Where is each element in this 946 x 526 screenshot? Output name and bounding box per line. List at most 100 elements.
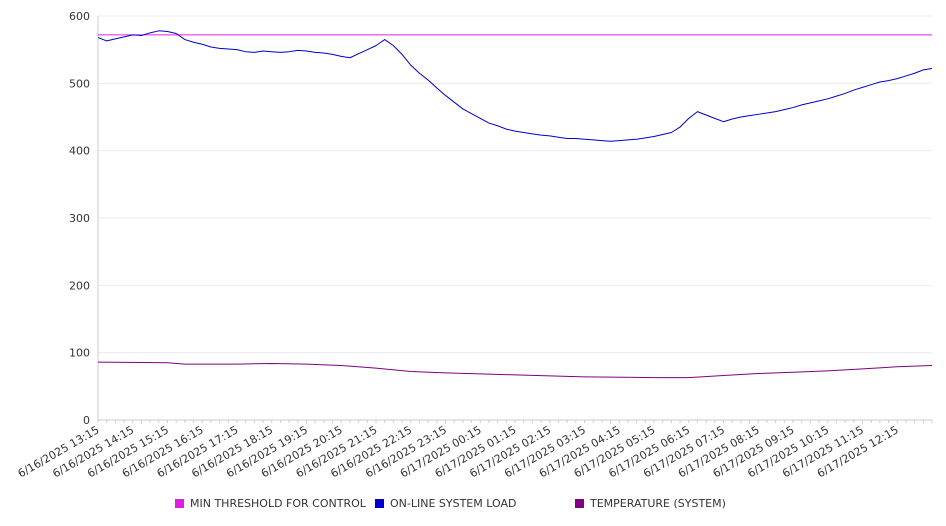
data-point [115,38,116,39]
legend-label-min-threshold: MIN THRESHOLD FOR CONTROL [190,497,366,510]
data-point [654,377,655,378]
data-point [367,49,368,50]
data-point [567,138,568,139]
data-point [871,84,872,85]
data-point [106,40,107,41]
data-point [905,75,906,76]
legend: MIN THRESHOLD FOR CONTROL ON-LINE SYSTEM… [0,497,946,515]
data-point [714,118,715,119]
data-point [932,365,933,366]
data-point [558,137,559,138]
data-point [332,54,333,55]
data-point [766,112,767,113]
data-point [237,364,238,365]
data-point [376,45,377,46]
legend-swatch-temperature [575,499,584,508]
data-point [410,371,411,372]
data-point [280,52,281,53]
data-point [184,39,185,40]
data-point [680,127,681,128]
data-point [645,137,646,138]
data-point [341,365,342,366]
data-point [836,96,837,97]
data-point [758,114,759,115]
data-point [923,69,924,70]
data-point [897,78,898,79]
data-point [879,81,880,82]
data-point [671,132,672,133]
data-point [827,98,828,99]
data-point [853,90,854,91]
x-axis-ticks: 6/16/2025 13:156/16/2025 14:156/16/2025 … [16,420,933,480]
data-point [601,140,602,141]
data-point [619,140,620,141]
legend-item-temperature[interactable]: TEMPERATURE (SYSTEM) [575,497,726,510]
data-point [793,107,794,108]
data-point [636,139,637,140]
data-point [210,46,211,47]
legend-swatch-system-load [375,499,384,508]
data-point [263,51,264,52]
data-point [819,100,820,101]
data-point [732,119,733,120]
data-point [775,111,776,112]
data-point [315,52,316,53]
legend-label-temperature: TEMPERATURE (SYSTEM) [590,497,726,510]
data-point [515,131,516,132]
data-point [254,52,255,53]
y-axis-ticks: 0 100 200 300 400 500 600 [69,10,90,427]
data-point [575,138,576,139]
y-tick-label: 100 [69,347,90,360]
data-point [237,49,238,50]
data-point [862,87,863,88]
data-point [862,368,863,369]
data-point [758,373,759,374]
data-point [480,118,481,119]
data-point [167,31,168,32]
data-point [506,129,507,130]
data-point [349,57,350,58]
data-point [697,111,698,112]
data-point [688,377,689,378]
gridlines [98,15,932,354]
data-point [323,53,324,54]
legend-item-system-load[interactable]: ON-LINE SYSTEM LOAD [375,497,516,510]
data-point [593,139,594,140]
data-point [245,51,246,52]
data-point [341,56,342,57]
data-point [393,45,394,46]
data-point [914,73,915,74]
data-point [176,33,177,34]
series-line-1 [97,30,933,142]
data-point [654,136,655,137]
data-point [297,50,298,51]
data-point [523,132,524,133]
data-point [271,363,272,364]
data-point [627,139,628,140]
data-point [271,51,272,52]
data-point [193,42,194,43]
y-tick-label: 200 [69,279,90,292]
data-point [428,79,429,80]
data-point [358,53,359,54]
data-point [184,364,185,365]
data-point [488,123,489,124]
data-point [688,118,689,119]
data-point [723,375,724,376]
data-point [445,372,446,373]
data-point [810,102,811,103]
y-tick-label: 600 [69,10,90,23]
data-point [497,125,498,126]
data-point [532,133,533,134]
data-point [784,109,785,110]
data-point [471,113,472,114]
legend-item-min-threshold[interactable]: MIN THRESHOLD FOR CONTROL [175,497,366,510]
data-point [793,372,794,373]
data-point [228,48,229,49]
data-point [462,108,463,109]
data-point [827,370,828,371]
data-point [98,362,99,363]
data-point [384,39,385,40]
data-point [98,37,99,38]
data-point [306,364,307,365]
